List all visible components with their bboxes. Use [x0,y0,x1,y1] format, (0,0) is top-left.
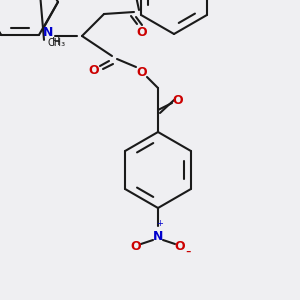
Text: N: N [43,26,53,38]
Text: O: O [173,94,183,106]
Text: +: + [157,220,164,229]
Text: O: O [131,239,141,253]
Text: O: O [137,26,147,38]
Text: H: H [52,37,60,47]
Text: N: N [153,230,163,242]
Text: O: O [89,64,99,76]
Text: -: - [185,244,191,259]
Text: O: O [137,65,147,79]
Text: O: O [175,239,185,253]
Text: CH₃: CH₃ [47,38,65,48]
